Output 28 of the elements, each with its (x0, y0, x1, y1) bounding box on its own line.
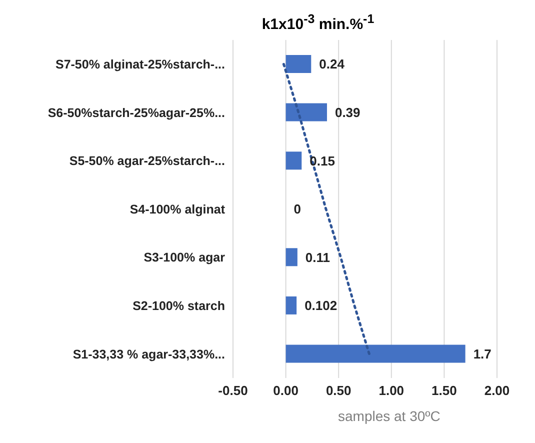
data-label: 0.11 (305, 250, 330, 265)
chart-title: k1x10$^{-3}$ min.%$^{-1}$ (260, 12, 376, 33)
y-tick-label: S5-50% agar-25%starch-... (69, 154, 225, 168)
bar (286, 55, 312, 73)
bar (286, 152, 302, 170)
x-tick-label: 2.00 (484, 383, 510, 398)
x-axis-title: samples at 30ºC (338, 408, 440, 424)
data-label: 0 (294, 202, 302, 217)
x-tick-label: 1.00 (378, 383, 404, 398)
bar (286, 103, 327, 122)
bar (286, 296, 297, 314)
x-tick-label: 0.50 (326, 383, 352, 398)
data-label: 0.15 (310, 153, 335, 168)
data-label: 1.7 (473, 346, 492, 362)
data-label: 0.24 (319, 56, 346, 72)
y-tick-label: S6-50%starch-25%agar-25%... (48, 106, 225, 120)
bar (286, 344, 466, 363)
bar (286, 248, 298, 266)
x-tick-label: 0.00 (273, 383, 298, 398)
y-tick-label: S1-33,33 % agar-33,33%... (72, 347, 225, 362)
x-tick-label: -0.50 (218, 383, 248, 398)
x-tick-label: 1.50 (432, 383, 457, 398)
y-tick-label: S7-50% alginat-25%starch-... (55, 58, 225, 72)
data-label: 0.102 (304, 298, 338, 314)
y-tick-label: S2-100% starch (132, 299, 225, 314)
y-tick-label: S4-100% alginat (130, 202, 226, 216)
y-tick-label: S3-100% agar (144, 250, 226, 265)
data-label: 0.39 (334, 104, 360, 120)
